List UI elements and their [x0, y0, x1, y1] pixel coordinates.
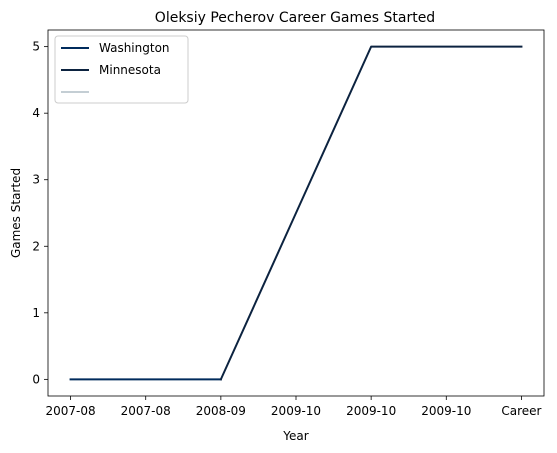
legend-frame — [54, 35, 189, 104]
x-tick-label: 2009-10 — [421, 404, 471, 418]
y-axis: 0 1 2 3 4 5 — [32, 40, 48, 386]
legend: Washington Minnesota — [54, 35, 189, 104]
x-tick-label: 2007-08 — [45, 404, 95, 418]
y-tick-label: 4 — [32, 106, 40, 120]
x-tick-label: 2007-08 — [121, 404, 171, 418]
x-axis-label: Year — [282, 429, 308, 443]
legend-label: Washington — [99, 41, 170, 55]
legend-label: Minnesota — [99, 63, 161, 77]
y-tick-label: 5 — [32, 40, 40, 54]
chart-title: Oleksiy Pecherov Career Games Started — [155, 10, 435, 26]
y-tick-label: 2 — [32, 239, 40, 253]
x-tick-label: 2009-10 — [271, 404, 321, 418]
y-tick-label: 0 — [32, 372, 40, 386]
y-tick-label: 1 — [32, 306, 40, 320]
x-tick-label: 2009-10 — [346, 404, 396, 418]
plot-lines — [69, 45, 523, 381]
x-tick-label: Career — [501, 404, 541, 418]
series-line-1 — [219, 45, 523, 381]
x-tick-label: 2008-09 — [196, 404, 246, 418]
y-axis-label: Games Started — [9, 168, 23, 258]
x-axis: 2007-08 2007-08 2008-09 2009-10 2009-10 2009-… — [45, 396, 542, 418]
y-tick-label: 3 — [32, 173, 40, 187]
